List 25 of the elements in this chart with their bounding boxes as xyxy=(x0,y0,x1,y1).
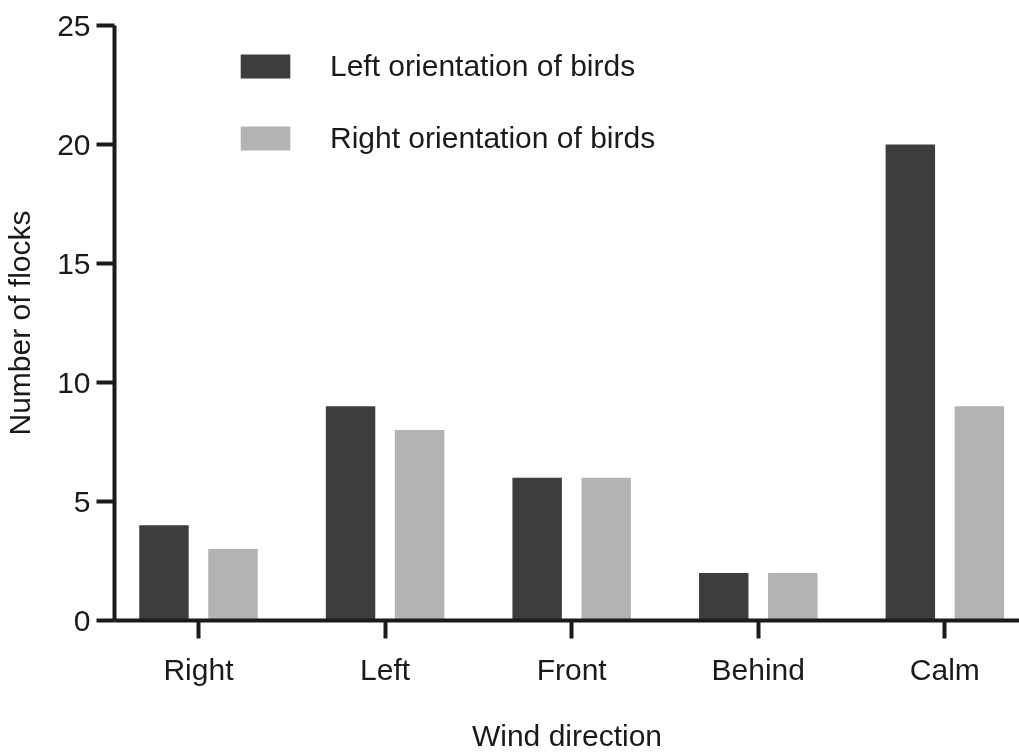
bar xyxy=(139,525,189,621)
legend-label: Right orientation of birds xyxy=(330,121,656,155)
y-tick-label: 25 xyxy=(57,8,91,42)
bar xyxy=(512,477,562,621)
x-tick-label: Calm xyxy=(909,652,980,686)
x-tick-label: Left xyxy=(360,652,411,686)
bar xyxy=(581,477,631,621)
y-tick-label: 5 xyxy=(73,484,91,518)
bar xyxy=(325,406,376,621)
bar xyxy=(768,572,818,621)
x-tick-label: Behind xyxy=(711,652,805,686)
bar xyxy=(885,144,936,621)
bar xyxy=(954,406,1005,621)
bar xyxy=(699,572,749,621)
y-tick-label: 0 xyxy=(73,603,91,637)
x-tick-label: Right xyxy=(163,652,235,686)
x-axis-title: Wind direction xyxy=(471,718,663,752)
x-tick-label: Front xyxy=(536,652,608,686)
y-tick-label: 10 xyxy=(57,365,91,399)
y-tick-label: 15 xyxy=(57,246,91,280)
bar xyxy=(208,549,258,621)
y-axis-title: Number of flocks xyxy=(3,210,37,436)
legend-label: Left orientation of birds xyxy=(330,49,636,83)
y-tick-label: 20 xyxy=(57,127,91,161)
bar xyxy=(394,430,445,621)
